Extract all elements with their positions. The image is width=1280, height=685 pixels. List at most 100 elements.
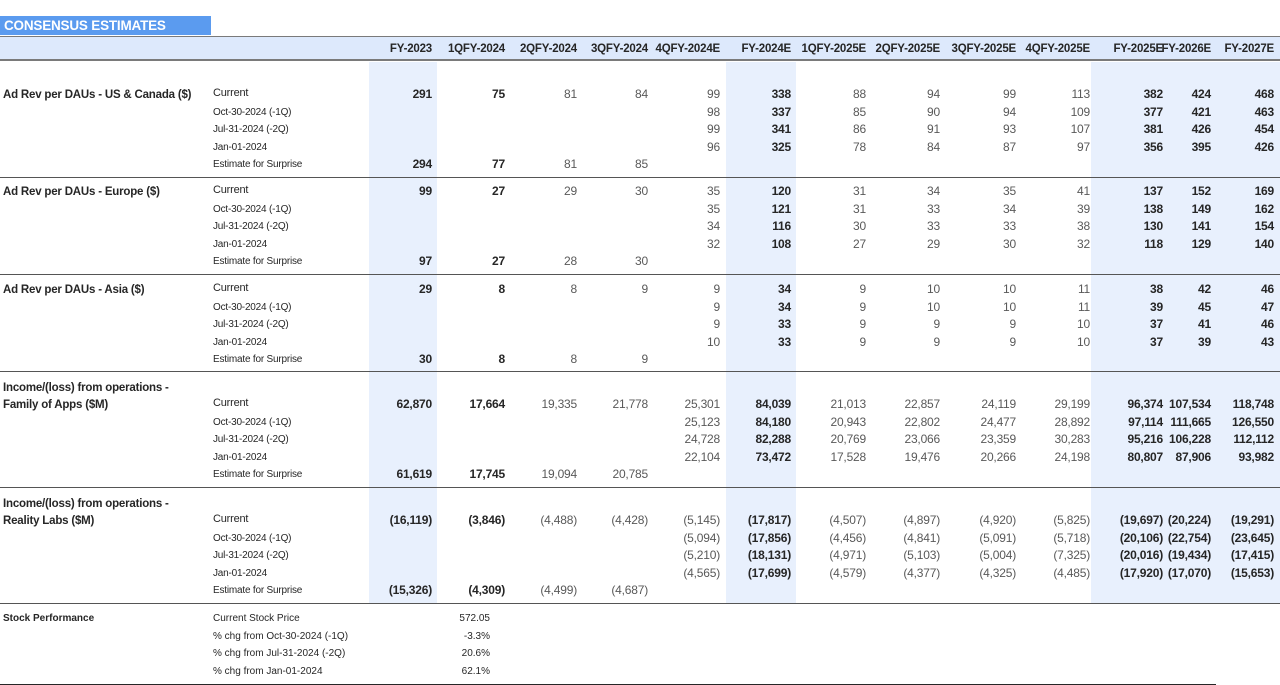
data-cell: (5,094): [683, 530, 720, 545]
data-cell: (4,428): [611, 513, 648, 527]
stock-metric-value: -3.3%: [463, 630, 490, 642]
data-cell: (4,488): [540, 513, 577, 527]
section-title: Income/(loss) from operations -: [3, 382, 169, 394]
data-cell: (17,070): [1167, 565, 1211, 580]
data-cell: (4,377): [903, 565, 940, 580]
data-cell: 88: [853, 87, 866, 101]
column-header: 1QFY-2025E: [801, 43, 867, 55]
data-cell: 337: [771, 104, 792, 119]
data-cell: 84,039: [755, 397, 791, 411]
data-cell: 19,335: [541, 397, 577, 411]
row-label: Jan-01-2024: [213, 141, 267, 153]
data-cell: 10: [1077, 334, 1090, 349]
data-cell: 85: [853, 104, 866, 119]
data-cell: 78: [853, 139, 866, 154]
stock-metric-value: 62.1%: [461, 665, 490, 677]
data-cell: 30,283: [1054, 432, 1090, 446]
row-label: Current: [213, 513, 249, 525]
data-cell: 23,066: [904, 432, 940, 446]
data-cell: 138: [1143, 201, 1164, 216]
data-cell: 81: [564, 157, 577, 171]
data-cell: 382: [1143, 87, 1164, 101]
data-cell: (17,817): [747, 513, 791, 527]
data-cell: 94: [927, 87, 940, 101]
data-cell: 39: [1150, 299, 1163, 314]
data-cell: 29: [419, 282, 432, 296]
data-cell: 20,769: [830, 432, 866, 446]
section-title: Income/(loss) from operations -: [3, 498, 169, 510]
data-cell: 38: [1077, 219, 1090, 233]
data-cell: 77: [492, 157, 505, 171]
data-cell: (15,326): [388, 583, 432, 597]
data-cell: 10: [1003, 299, 1016, 314]
data-cell: 35: [1003, 184, 1016, 198]
data-cell: 21,778: [612, 397, 648, 411]
column-header: FY-2026E: [1161, 43, 1211, 55]
highlight-column-band: [369, 62, 437, 604]
data-cell: 162: [1254, 201, 1275, 216]
data-cell: 9: [713, 282, 721, 296]
data-cell: 84: [927, 139, 940, 154]
data-cell: 118: [1144, 236, 1163, 251]
data-cell: (18,131): [747, 548, 791, 562]
data-cell: 99: [1003, 87, 1016, 101]
data-cell: 31: [853, 201, 866, 216]
data-cell: 29: [564, 184, 577, 198]
data-cell: 34: [778, 282, 791, 296]
data-cell: 9: [713, 299, 721, 314]
data-cell: 24,477: [980, 414, 1016, 429]
data-cell: 9: [859, 282, 867, 296]
data-cell: (5,103): [903, 548, 940, 562]
data-cell: 152: [1191, 184, 1212, 198]
section-title: Family of Apps ($M): [3, 399, 109, 411]
data-cell: (4,971): [829, 548, 866, 562]
data-cell: 130: [1143, 219, 1164, 233]
data-cell: 17,664: [469, 397, 505, 411]
data-cell: 27: [492, 254, 505, 268]
data-cell: (4,325): [979, 565, 1016, 580]
data-cell: (22,754): [1167, 530, 1211, 545]
data-cell: 96,374: [1127, 397, 1163, 411]
data-cell: 33: [927, 219, 940, 233]
data-cell: 424: [1191, 87, 1212, 101]
data-cell: 93,982: [1238, 449, 1274, 464]
data-cell: (4,456): [829, 530, 866, 545]
data-cell: 80,807: [1127, 449, 1163, 464]
column-header: 4QFY-2024E: [655, 43, 721, 55]
data-cell: 294: [412, 157, 433, 171]
data-cell: 31: [853, 184, 866, 198]
data-cell: 27: [853, 236, 866, 251]
data-cell: 94: [1003, 104, 1016, 119]
data-cell: 9: [859, 299, 867, 314]
data-cell: 21,013: [830, 397, 866, 411]
data-cell: (5,091): [979, 530, 1016, 545]
row-label: Jan-01-2024: [213, 567, 267, 579]
data-cell: 39: [1198, 334, 1211, 349]
data-cell: (5,210): [683, 548, 720, 562]
data-cell: (5,145): [683, 513, 720, 527]
data-cell: 41: [1077, 184, 1090, 198]
row-label: Jan-01-2024: [213, 336, 267, 348]
data-cell: 30: [635, 254, 648, 268]
stock-metric-label: % chg from Jul-31-2024 (-2Q): [213, 648, 346, 659]
data-cell: 84: [635, 87, 648, 101]
data-cell: 109: [1070, 104, 1091, 119]
data-cell: 86: [853, 122, 866, 136]
data-cell: 426: [1191, 122, 1212, 136]
data-cell: 90: [927, 104, 940, 119]
data-cell: 169: [1254, 184, 1275, 198]
data-cell: 421: [1191, 104, 1212, 119]
data-cell: 32: [707, 236, 720, 251]
data-cell: 23,359: [980, 432, 1016, 446]
data-cell: 25,301: [684, 397, 720, 411]
data-cell: 29: [927, 236, 940, 251]
section-title: Reality Labs ($M): [3, 515, 95, 527]
data-cell: 426: [1254, 139, 1275, 154]
data-cell: 10: [927, 299, 940, 314]
data-cell: 356: [1143, 139, 1164, 154]
data-cell: 111,665: [1170, 414, 1211, 429]
data-cell: 33: [1003, 219, 1016, 233]
row-label: Oct-30-2024 (-1Q): [213, 301, 292, 313]
row-label: Jan-01-2024: [213, 451, 267, 463]
data-cell: 91: [927, 122, 940, 136]
